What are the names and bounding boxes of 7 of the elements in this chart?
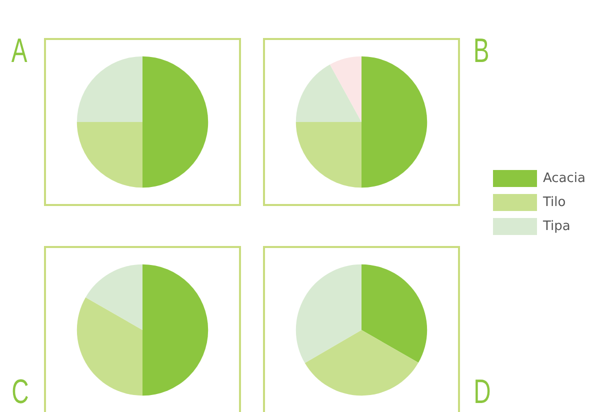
legend-label: Acacia — [543, 170, 586, 186]
text: D — [474, 373, 491, 411]
text: C — [12, 373, 29, 411]
chart-title: B — [473, 32, 490, 70]
chart-title: A — [11, 32, 28, 70]
legend-label: Tipa — [543, 218, 570, 234]
legend-label: Tilo — [543, 194, 566, 210]
